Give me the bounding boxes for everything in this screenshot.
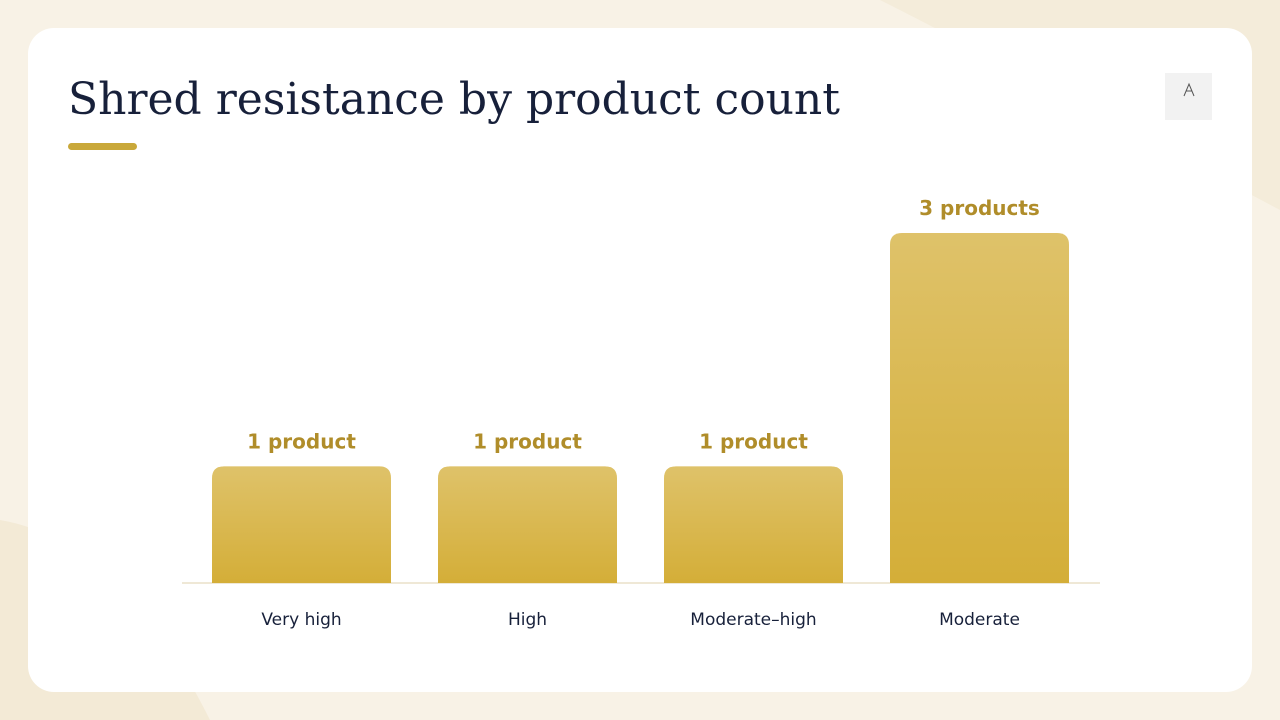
bar-sheen (890, 233, 1069, 583)
bar-sheen (664, 466, 843, 583)
logo-glyph (1183, 82, 1195, 97)
value-label: 1 product (473, 429, 582, 453)
x-tick-label: High (508, 610, 547, 630)
value-label: 3 products (919, 196, 1040, 220)
x-tick-label: Moderate–high (690, 610, 816, 630)
value-label: 1 product (247, 429, 356, 453)
bar-sheen (212, 466, 391, 583)
value-label: 1 product (699, 429, 808, 453)
bar-sheen (438, 466, 617, 583)
x-tick-label: Very high (261, 610, 341, 630)
logo (1165, 73, 1212, 120)
chart-title: Shred resistance by product count (68, 74, 840, 125)
title-underline (68, 143, 137, 150)
x-tick-label: Moderate (939, 610, 1020, 630)
